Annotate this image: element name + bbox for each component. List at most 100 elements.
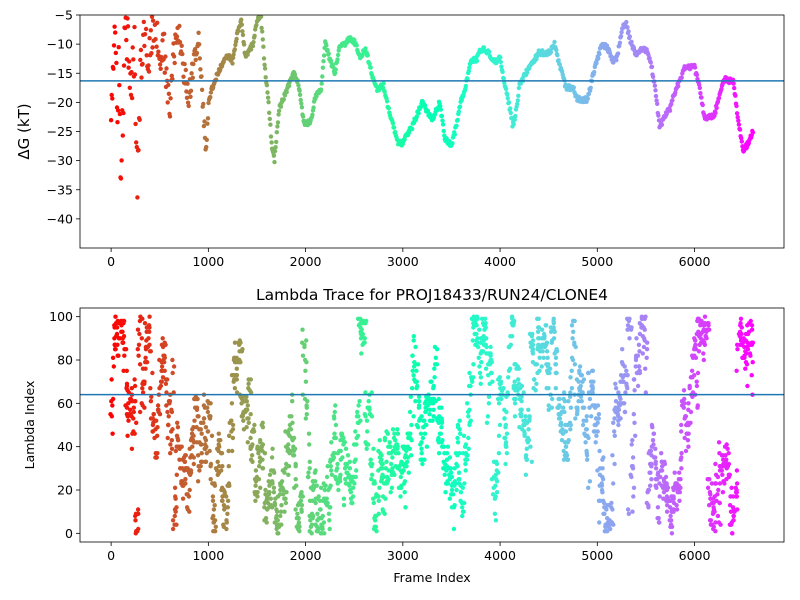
delta-g-point bbox=[511, 122, 516, 127]
lambda-point bbox=[333, 435, 339, 441]
lambda-point bbox=[226, 464, 231, 469]
lambda-point bbox=[513, 362, 518, 367]
lambda-point bbox=[669, 518, 674, 523]
lambda-point bbox=[612, 416, 617, 421]
lambda-point bbox=[244, 425, 249, 430]
delta-g-point bbox=[592, 69, 597, 75]
lambda-point bbox=[599, 481, 604, 486]
lambda-point bbox=[686, 431, 691, 436]
lambda-point bbox=[355, 433, 361, 438]
lambda-point bbox=[554, 349, 560, 354]
delta-g-point bbox=[320, 65, 326, 70]
lambda-point bbox=[648, 470, 653, 475]
lambda-point bbox=[547, 366, 553, 371]
lambda-point bbox=[170, 357, 175, 363]
lambda-point bbox=[216, 464, 222, 469]
lambda-point bbox=[403, 505, 408, 510]
lambda-point bbox=[296, 516, 301, 521]
lambda-point bbox=[631, 485, 637, 490]
lambda-point bbox=[256, 477, 262, 482]
delta-g-point bbox=[188, 94, 193, 100]
lambda-point bbox=[238, 340, 243, 345]
lambda-point bbox=[442, 472, 447, 477]
lambda-point bbox=[256, 451, 261, 456]
lambda-y-tick-label: 20 bbox=[57, 483, 73, 498]
lambda-point bbox=[626, 511, 631, 516]
lambda-point bbox=[618, 416, 623, 421]
lambda-point bbox=[686, 401, 691, 406]
lambda-point bbox=[417, 416, 423, 421]
delta-g-point bbox=[133, 121, 138, 127]
delta-g-point bbox=[354, 43, 359, 48]
lambda-point bbox=[196, 414, 201, 419]
delta-g-point bbox=[150, 18, 156, 23]
lambda-y-tick-label: 100 bbox=[49, 309, 73, 324]
lambda-point bbox=[278, 509, 284, 514]
lambda-point bbox=[682, 435, 687, 441]
lambda-point bbox=[529, 459, 534, 464]
delta-g-point bbox=[503, 86, 509, 92]
lambda-point bbox=[726, 472, 731, 477]
lambda-point bbox=[711, 524, 716, 529]
delta-g-point bbox=[166, 91, 172, 97]
lambda-point bbox=[321, 520, 327, 525]
lambda-point bbox=[128, 407, 133, 412]
lambda-point bbox=[333, 403, 338, 408]
delta-g-point bbox=[108, 118, 114, 123]
lambda-point bbox=[693, 338, 698, 343]
lambda-point bbox=[585, 457, 590, 462]
delta-g-point bbox=[258, 15, 264, 19]
delta-g-point bbox=[314, 94, 319, 99]
lambda-point bbox=[175, 420, 180, 425]
lambda-point bbox=[211, 520, 216, 525]
lambda-point bbox=[246, 381, 251, 386]
lambda-point bbox=[628, 472, 633, 477]
lambda-point bbox=[708, 518, 714, 523]
lambda-point bbox=[148, 386, 153, 391]
delta-g-point bbox=[734, 111, 740, 116]
lambda-point bbox=[139, 336, 144, 341]
lambda-point bbox=[232, 386, 238, 391]
lambda-point bbox=[546, 386, 551, 391]
lambda-point bbox=[622, 401, 627, 406]
lambda-point bbox=[134, 420, 139, 425]
lambda-point bbox=[166, 414, 171, 419]
lambda-point bbox=[489, 370, 494, 376]
lambda-point bbox=[374, 529, 379, 534]
lambda-point bbox=[717, 500, 722, 506]
delta-g-point bbox=[467, 65, 472, 70]
lambda-point bbox=[255, 444, 260, 449]
lambda-point bbox=[390, 455, 395, 460]
delta-g-point bbox=[596, 56, 601, 61]
lambda-point bbox=[486, 394, 492, 399]
lambda-point bbox=[328, 483, 333, 488]
delta-g-point bbox=[368, 65, 373, 70]
lambda-point bbox=[692, 347, 697, 352]
lambda-point bbox=[405, 455, 411, 460]
delta-g-point bbox=[627, 34, 632, 39]
lambda-point bbox=[140, 390, 146, 395]
lambda-point bbox=[229, 401, 235, 406]
lambda-point bbox=[142, 321, 148, 326]
lambda-point bbox=[387, 444, 392, 449]
lambda-point bbox=[503, 461, 508, 467]
lambda-point bbox=[139, 401, 144, 406]
lambda-point bbox=[669, 531, 675, 536]
lambda-point bbox=[589, 414, 594, 419]
lambda-point bbox=[146, 336, 151, 341]
delta-g-point bbox=[127, 85, 132, 91]
delta-g-point bbox=[193, 57, 198, 63]
lambda-point bbox=[629, 325, 634, 330]
lambda-point bbox=[569, 323, 575, 328]
delta-g-point bbox=[260, 29, 265, 34]
lambda-point bbox=[674, 507, 680, 512]
lambda-point bbox=[364, 318, 369, 324]
lambda-point bbox=[584, 414, 589, 419]
lambda-point bbox=[291, 435, 297, 441]
lambda-point bbox=[604, 507, 609, 512]
lambda-point bbox=[173, 448, 178, 454]
lambda-point bbox=[526, 407, 531, 412]
delta-g-point bbox=[230, 61, 235, 66]
lambda-point bbox=[113, 347, 118, 352]
lambda-point bbox=[485, 414, 491, 419]
